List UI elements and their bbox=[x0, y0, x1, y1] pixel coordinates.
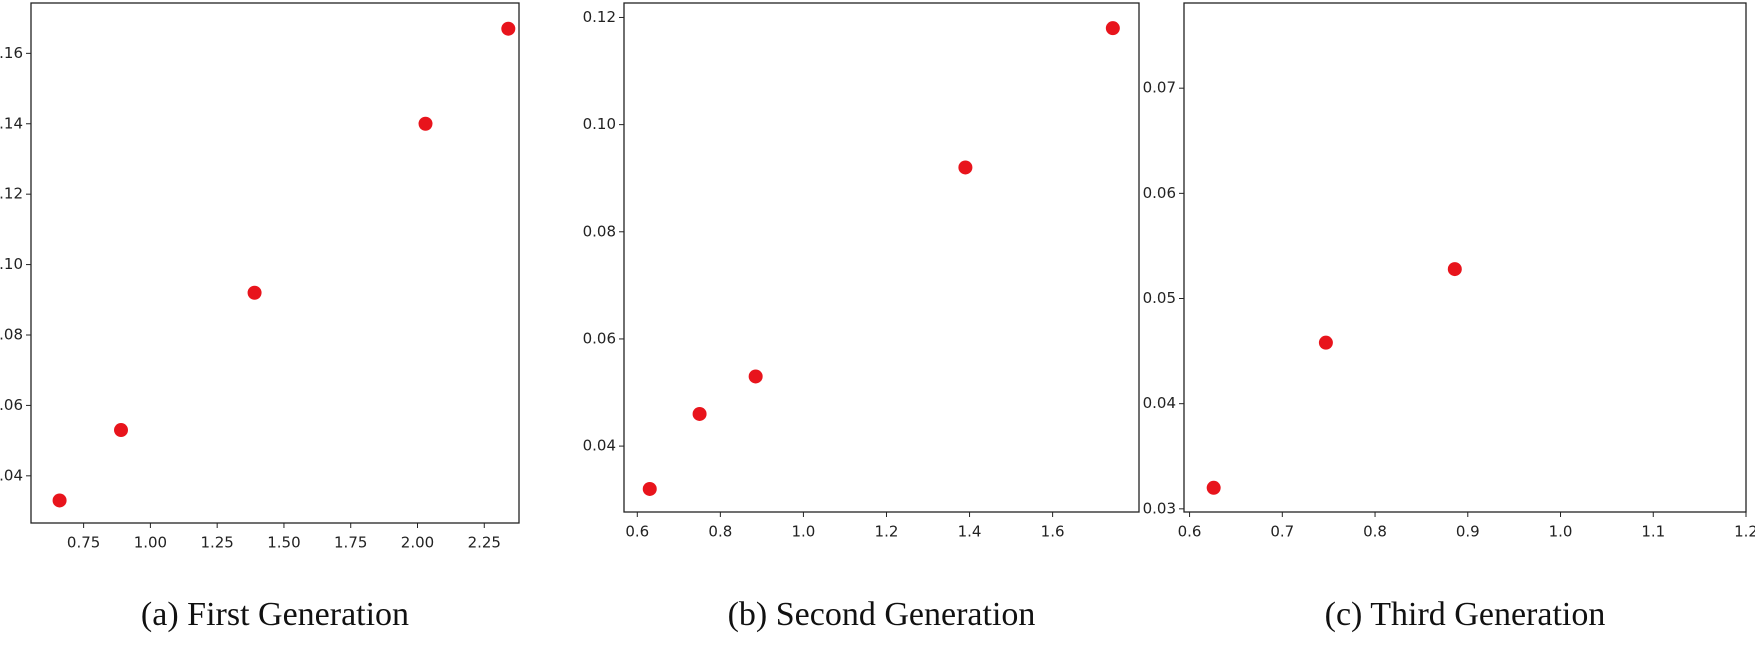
caption: (a) First Generation bbox=[141, 596, 409, 633]
x-tick-label: 1.50 bbox=[267, 534, 300, 552]
x-tick-label: 1.0 bbox=[791, 523, 815, 541]
plot-frame bbox=[30, 2, 520, 524]
y-tick-label: 0.16 bbox=[0, 44, 23, 62]
x-tick-label: 1.6 bbox=[1041, 523, 1065, 541]
x-tick-label: 0.75 bbox=[67, 534, 100, 552]
y-tick-label: 0.04 bbox=[0, 466, 23, 484]
y-tick-label: 0.12 bbox=[0, 185, 23, 203]
x-tick-label: 0.8 bbox=[1363, 523, 1387, 541]
y-tick-label: 0.08 bbox=[0, 325, 23, 343]
y-tick-label: 0.10 bbox=[0, 255, 23, 273]
y-tick-label: 0.06 bbox=[1143, 184, 1176, 202]
x-tick-label: 1.00 bbox=[134, 534, 167, 552]
point bbox=[418, 116, 433, 131]
point bbox=[1318, 335, 1333, 350]
point bbox=[642, 481, 657, 496]
x-tick-label: 1.1 bbox=[1641, 523, 1665, 541]
x-tick-label: 1.2 bbox=[875, 523, 899, 541]
y-tick-label: 0.14 bbox=[0, 114, 23, 132]
y-tick-label: 0.08 bbox=[583, 222, 616, 240]
point bbox=[1447, 262, 1462, 277]
x-tick-label: 1.4 bbox=[958, 523, 982, 541]
point bbox=[247, 285, 262, 300]
x-tick-label: 0.8 bbox=[708, 523, 732, 541]
caption: (c) Third Generation bbox=[1325, 596, 1606, 633]
y-tick-label: 0.06 bbox=[0, 396, 23, 414]
y-tick-label: 0.12 bbox=[583, 8, 616, 26]
x-tick-label: 2.00 bbox=[401, 534, 434, 552]
y-tick-label: 0.06 bbox=[583, 329, 616, 347]
x-tick-label: 1.75 bbox=[334, 534, 367, 552]
x-tick-label: 2.25 bbox=[468, 534, 501, 552]
y-tick-label: 0.07 bbox=[1143, 79, 1176, 97]
x-tick-label: 1.0 bbox=[1549, 523, 1573, 541]
x-tick-label: 1.25 bbox=[200, 534, 233, 552]
x-tick-label: 0.6 bbox=[1178, 523, 1202, 541]
y-tick-label: 0.03 bbox=[1143, 499, 1176, 517]
plot-frame bbox=[1183, 2, 1747, 513]
caption: (b) Second Generation bbox=[728, 596, 1036, 633]
plot-frame bbox=[623, 2, 1140, 513]
point bbox=[52, 493, 67, 508]
x-tick-label: 0.9 bbox=[1456, 523, 1480, 541]
point bbox=[1105, 21, 1120, 36]
y-tick-label: 0.04 bbox=[583, 437, 616, 455]
point bbox=[501, 21, 516, 36]
point bbox=[748, 369, 763, 384]
y-tick-label: 0.04 bbox=[1143, 394, 1176, 412]
point bbox=[958, 160, 973, 175]
y-tick-label: 0.05 bbox=[1143, 289, 1176, 307]
x-tick-label: 0.7 bbox=[1270, 523, 1294, 541]
point bbox=[114, 423, 129, 438]
x-tick-label: 1.2 bbox=[1734, 523, 1755, 541]
point bbox=[692, 406, 707, 421]
y-tick-label: 0.10 bbox=[583, 115, 616, 133]
x-tick-label: 0.6 bbox=[625, 523, 649, 541]
point bbox=[1206, 480, 1221, 495]
